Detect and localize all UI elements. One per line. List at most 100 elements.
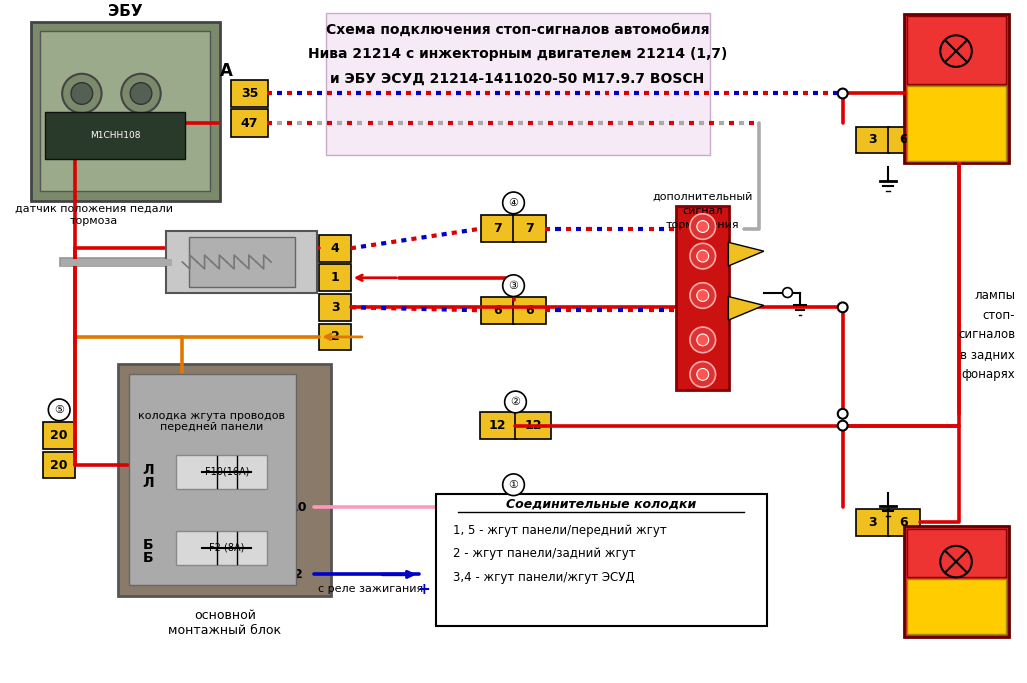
Text: ②: ② [510, 397, 521, 407]
FancyBboxPatch shape [282, 494, 315, 520]
Circle shape [130, 83, 152, 104]
FancyBboxPatch shape [907, 16, 1005, 84]
Text: стоп-: стоп- [983, 309, 1015, 322]
Text: сигналов: сигналов [958, 329, 1015, 342]
Text: ЭБУ: ЭБУ [108, 4, 143, 19]
Circle shape [690, 361, 716, 387]
Text: Л: Л [142, 476, 154, 490]
FancyBboxPatch shape [31, 22, 220, 201]
Text: генератора: генератора [611, 510, 679, 520]
Text: 2: 2 [331, 331, 340, 344]
Text: ①: ① [508, 479, 519, 490]
Circle shape [504, 391, 526, 413]
Text: 2 - жгут панели/задний жгут: 2 - жгут панели/задний жгут [453, 547, 636, 560]
Text: F2 (8A): F2 (8A) [210, 543, 244, 553]
Text: в задних: в задних [960, 348, 1015, 361]
FancyBboxPatch shape [857, 126, 888, 153]
Circle shape [838, 421, 847, 430]
Text: 1: 1 [331, 271, 340, 284]
FancyBboxPatch shape [480, 413, 516, 439]
FancyBboxPatch shape [43, 451, 75, 478]
Text: с реле зажигания: с реле зажигания [318, 584, 423, 594]
Text: 35: 35 [240, 87, 258, 100]
Text: дополнительный: дополнительный [652, 192, 753, 202]
Text: +: + [417, 582, 430, 597]
Text: 12: 12 [489, 419, 506, 432]
FancyBboxPatch shape [676, 206, 729, 390]
Text: А: А [220, 62, 233, 80]
Circle shape [121, 74, 160, 113]
FancyBboxPatch shape [189, 238, 295, 287]
Circle shape [502, 275, 525, 296]
Text: с вывода "30": с вывода "30" [611, 492, 692, 503]
FancyBboxPatch shape [907, 86, 1005, 161]
Circle shape [697, 368, 709, 380]
Text: фонарях: фонарях [961, 368, 1015, 381]
Text: 7: 7 [493, 222, 502, 235]
FancyBboxPatch shape [482, 215, 515, 242]
FancyBboxPatch shape [282, 561, 315, 588]
Text: 6: 6 [900, 516, 908, 529]
Text: Схема подключения стоп-сигналов автомобиля: Схема подключения стоп-сигналов автомоби… [326, 23, 710, 36]
Text: 3: 3 [331, 301, 340, 314]
Text: Б: Б [143, 550, 153, 565]
Text: 3: 3 [868, 133, 877, 146]
Circle shape [697, 334, 709, 346]
FancyBboxPatch shape [118, 363, 331, 596]
Text: сигнал: сигнал [683, 206, 723, 216]
Polygon shape [728, 242, 764, 266]
FancyBboxPatch shape [43, 422, 75, 449]
FancyBboxPatch shape [318, 235, 351, 262]
Text: основной
монтажный блок: основной монтажный блок [168, 609, 281, 637]
Text: 20: 20 [50, 429, 68, 442]
FancyBboxPatch shape [318, 324, 351, 350]
FancyBboxPatch shape [40, 31, 210, 191]
Circle shape [502, 192, 525, 214]
Text: ⑤: ⑤ [54, 405, 64, 415]
FancyBboxPatch shape [435, 494, 767, 626]
Circle shape [690, 214, 716, 239]
Text: Соединительные колодки: Соединительные колодки [506, 498, 696, 511]
Circle shape [71, 83, 92, 104]
FancyBboxPatch shape [904, 526, 1010, 637]
Text: 20: 20 [50, 458, 68, 471]
Circle shape [697, 221, 709, 232]
FancyBboxPatch shape [515, 413, 551, 439]
Text: 3: 3 [868, 516, 877, 529]
Text: 1: 1 [493, 501, 502, 514]
Circle shape [690, 243, 716, 269]
FancyBboxPatch shape [45, 112, 185, 158]
Text: лампы: лампы [975, 289, 1015, 302]
Text: 2: 2 [295, 568, 303, 581]
Text: ④: ④ [508, 198, 519, 208]
Text: 6: 6 [525, 304, 534, 317]
Circle shape [783, 288, 793, 298]
FancyBboxPatch shape [514, 215, 545, 242]
Text: 1, 5 - жгут панели/передний жгут: 1, 5 - жгут панели/передний жгут [453, 524, 668, 537]
Text: 3,4 - жгут панели/жгут ЭСУД: 3,4 - жгут панели/жгут ЭСУД [453, 571, 635, 584]
FancyBboxPatch shape [514, 494, 545, 520]
Circle shape [690, 327, 716, 352]
FancyBboxPatch shape [327, 13, 710, 154]
Text: Б: Б [143, 538, 153, 552]
FancyBboxPatch shape [514, 297, 545, 324]
Text: 47: 47 [240, 117, 258, 130]
Text: 12: 12 [525, 419, 542, 432]
Text: 4: 4 [331, 242, 340, 255]
FancyBboxPatch shape [318, 264, 351, 291]
Text: Л: Л [142, 463, 154, 477]
Text: колодка жгута проводов
передней панели: колодка жгута проводов передней панели [139, 411, 286, 432]
FancyBboxPatch shape [887, 126, 920, 153]
Text: датчик положения педали
тормоза: датчик положения педали тормоза [14, 204, 173, 225]
FancyBboxPatch shape [165, 232, 317, 292]
Text: торможения: торможения [665, 219, 739, 229]
Circle shape [697, 250, 709, 262]
Circle shape [63, 74, 102, 113]
Text: Нива 21214 с инжекторным двигателем 21214 (1,7): Нива 21214 с инжекторным двигателем 2121… [308, 47, 727, 61]
Circle shape [838, 89, 847, 98]
FancyBboxPatch shape [907, 529, 1005, 577]
Circle shape [838, 303, 847, 312]
FancyBboxPatch shape [231, 109, 268, 137]
Text: ③: ③ [508, 281, 519, 291]
Text: 6: 6 [493, 304, 502, 317]
